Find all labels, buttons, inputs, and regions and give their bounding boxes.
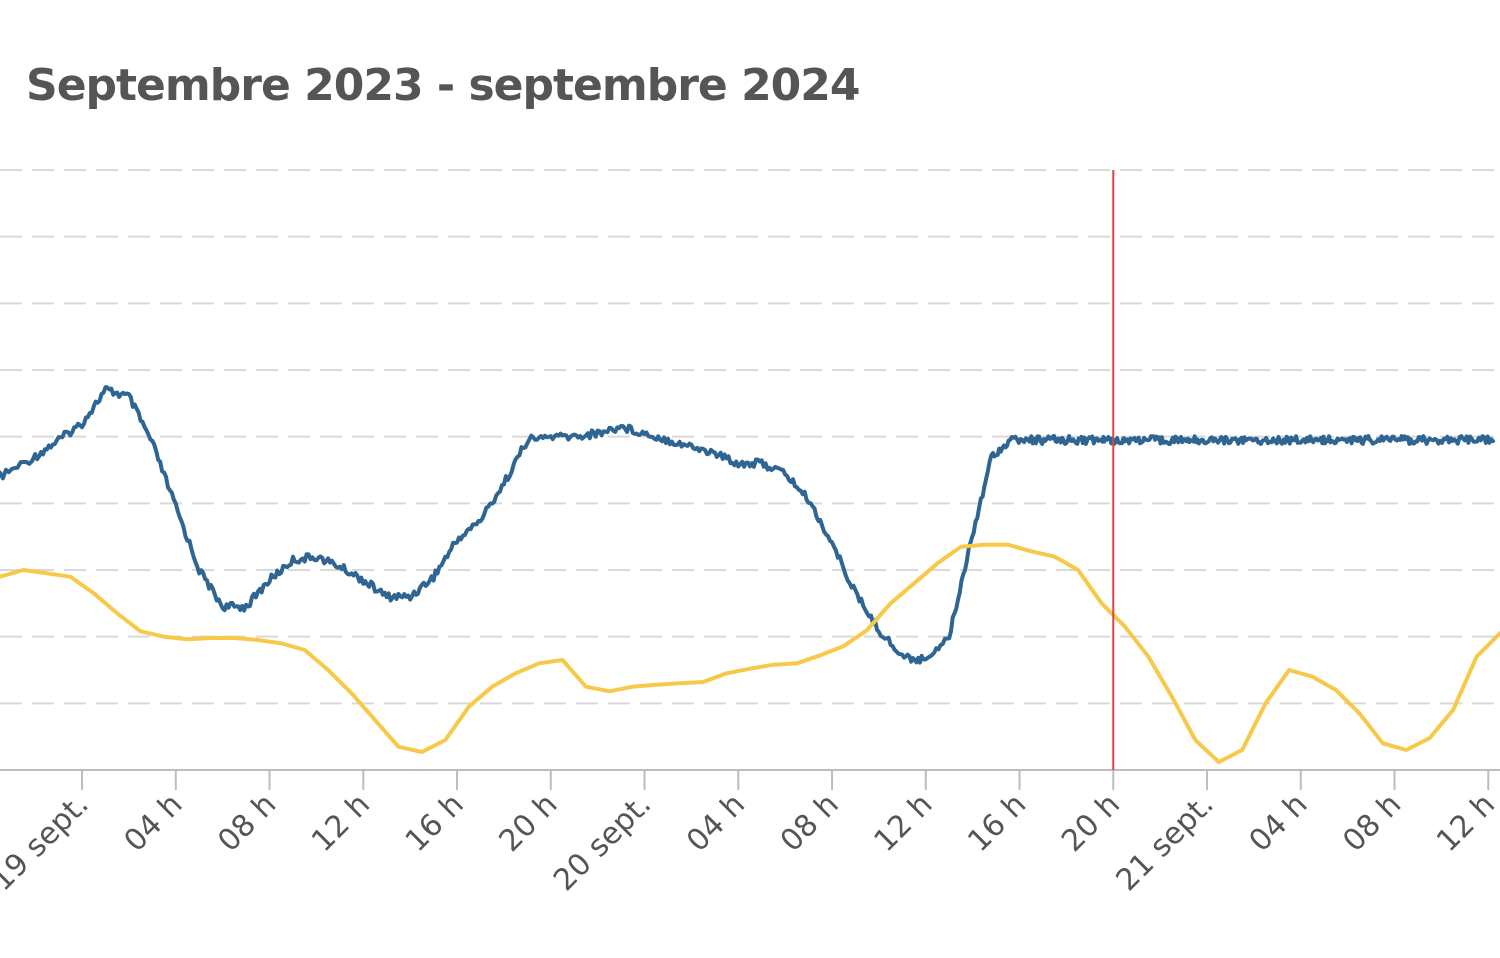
x-tick-label: 12 h — [305, 787, 377, 859]
x-tick-label: 08 h — [211, 787, 283, 859]
x-tick-labels: 00 h19 sept.04 h08 h12 h16 h20 h20 sept.… — [0, 787, 1500, 898]
top-spacer — [0, 0, 1500, 30]
x-tick-label: 08 h — [1336, 787, 1408, 859]
x-tick-label: 21 sept. — [1110, 787, 1221, 898]
x-axis — [0, 769, 1500, 790]
x-tick-label: 20 sept. — [547, 787, 658, 898]
grid-lines — [0, 169, 1500, 705]
x-tick-label: 12 h — [868, 787, 940, 859]
x-tick-label: 00 h — [0, 787, 2, 859]
x-tick-label: 12 h — [1430, 787, 1500, 859]
series-group — [0, 385, 1500, 764]
x-tick-label: 04 h — [118, 787, 190, 859]
chart-title: Septembre 2023 - septembre 2024 — [26, 60, 861, 111]
x-tick-label: 16 h — [399, 787, 471, 859]
x-tick-label: 20 h — [1055, 787, 1127, 859]
x-tick-label: 16 h — [961, 787, 1033, 859]
x-tick-label: 19 sept. — [0, 787, 96, 898]
series-line-blue — [0, 385, 1495, 665]
series-line-yellow — [0, 542, 1500, 764]
x-tick-label: 04 h — [680, 787, 752, 859]
x-tick-label: 08 h — [774, 787, 846, 859]
x-tick-label: 20 h — [493, 787, 565, 859]
x-tick-label: 04 h — [1243, 787, 1315, 859]
